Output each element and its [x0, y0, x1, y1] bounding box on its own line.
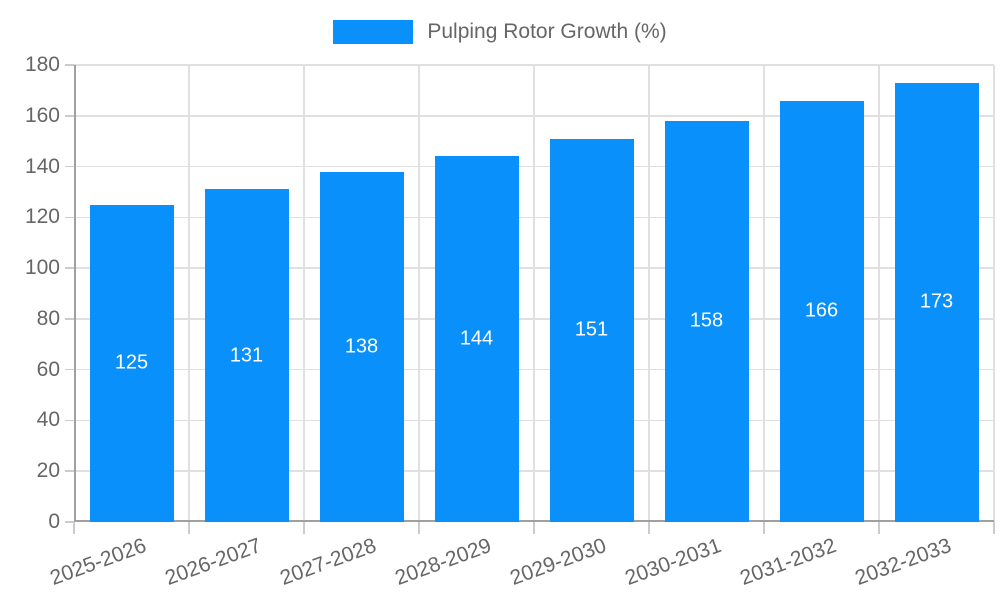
- x-axis-line: [74, 520, 994, 522]
- bar: 173: [894, 82, 979, 522]
- y-tick-label: 160: [24, 103, 60, 127]
- y-tick: [65, 267, 74, 269]
- y-tick: [65, 368, 74, 371]
- x-tick-label: 2031-2032: [737, 534, 840, 590]
- x-tick: [188, 522, 190, 534]
- legend-label: Pulping Rotor Growth (%): [427, 20, 667, 43]
- bar-value-label: 158: [689, 309, 724, 332]
- chart-legend: Pulping Rotor Growth (%): [0, 20, 1000, 44]
- y-tick: [65, 419, 74, 422]
- bar: 151: [549, 138, 634, 522]
- x-tick-label: 2027-2028: [277, 534, 380, 590]
- v-gridline: [993, 65, 995, 522]
- x-tick-label: 2032-2033: [852, 534, 955, 590]
- y-tick: [65, 165, 74, 168]
- v-gridline: [533, 65, 535, 522]
- bar: 131: [204, 189, 289, 522]
- bar: 166: [779, 100, 864, 522]
- x-tick-label: 2030-2031: [622, 534, 725, 590]
- y-tick: [65, 115, 74, 117]
- bar: 125: [89, 204, 174, 522]
- x-tick: [73, 522, 75, 534]
- bar-value-label: 138: [344, 335, 379, 358]
- v-gridline: [418, 65, 420, 522]
- y-tick: [65, 470, 74, 472]
- v-gridline: [188, 65, 190, 522]
- x-tick: [648, 522, 650, 534]
- x-tick: [303, 522, 305, 534]
- y-tick: [65, 521, 74, 523]
- x-tick-label: 2025-2026: [47, 534, 150, 590]
- x-tick: [418, 522, 420, 534]
- bar: 158: [664, 120, 749, 522]
- x-tick-label: 2026-2027: [162, 534, 265, 590]
- y-tick-label: 180: [24, 53, 60, 76]
- v-gridline: [878, 65, 880, 522]
- y-tick-label: 60: [36, 357, 60, 381]
- y-tick-label: 140: [24, 154, 60, 178]
- v-gridline: [763, 65, 765, 522]
- v-gridline: [303, 65, 305, 522]
- y-tick: [65, 318, 74, 320]
- bar-value-label: 131: [229, 344, 264, 367]
- y-tick-label: 20: [36, 459, 60, 483]
- v-gridline: [648, 65, 650, 522]
- y-tick-label: 100: [24, 256, 60, 280]
- x-tick: [533, 522, 535, 534]
- x-tick-label: 2028-2029: [392, 534, 495, 590]
- legend-swatch: [333, 20, 414, 44]
- x-tick-label: 2029-2030: [507, 534, 610, 590]
- bar-value-label: 144: [459, 327, 494, 350]
- y-tick-label: 0: [48, 510, 60, 533]
- x-tick: [993, 522, 995, 534]
- bar-value-label: 166: [804, 299, 839, 322]
- y-tick: [65, 64, 74, 66]
- y-tick-label: 40: [36, 408, 60, 432]
- y-tick: [65, 216, 74, 219]
- bar-value-label: 125: [114, 351, 149, 374]
- x-tick: [763, 522, 765, 534]
- plot-area: 0 20 40 60 80 100 120 140 160 180 125 131 138 144 151 1…: [25, 53, 995, 590]
- y-tick-label: 80: [36, 306, 60, 330]
- bar: 138: [319, 171, 404, 522]
- y-tick-label: 120: [24, 205, 60, 229]
- y-axis-line: [74, 65, 76, 522]
- bar-value-label: 151: [574, 318, 609, 341]
- bar-value-label: 173: [919, 290, 954, 313]
- bar: 144: [434, 156, 519, 522]
- x-tick: [878, 522, 880, 534]
